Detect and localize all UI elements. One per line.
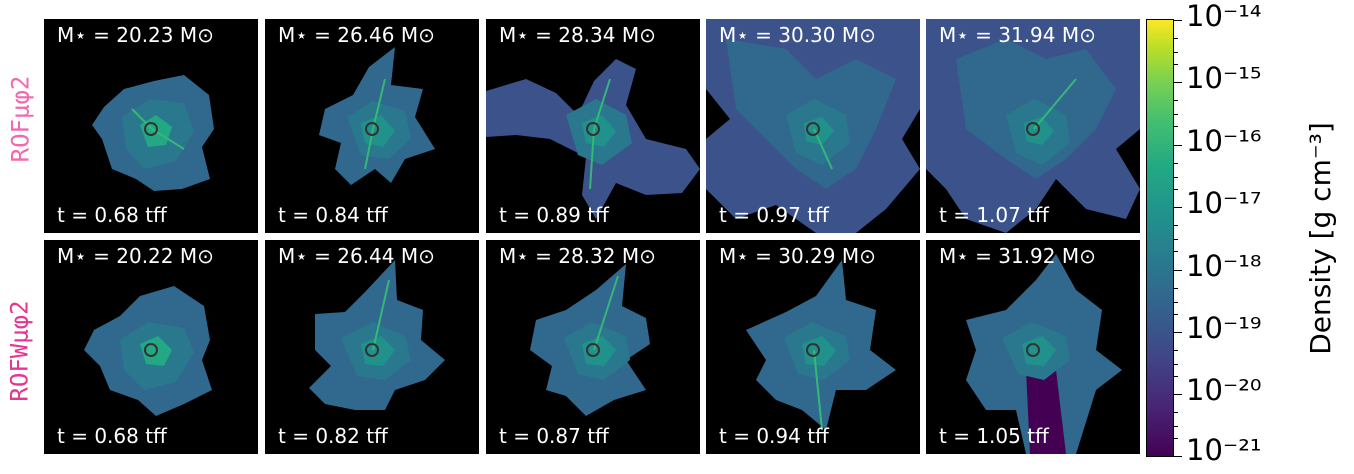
density-map (706, 19, 920, 233)
colorbar-minor-tick (1174, 100, 1178, 101)
colorbar-minor-tick (1174, 64, 1178, 65)
colorbar-minor-tick (1174, 52, 1178, 53)
density-map (746, 260, 896, 431)
density-map (926, 19, 1140, 233)
density-panel: M⋆ = 26.46 M⊙ t = 0.84 tff (265, 19, 479, 233)
colorbar-label-text: Density [g cm⁻³] (1303, 121, 1337, 355)
colorbar-minor-tick (1174, 189, 1178, 190)
colorbar-minor-tick (1174, 38, 1178, 39)
stellar-mass-label: M⋆ = 26.46 M⊙ (278, 23, 435, 47)
colorbar-minor-tick (1174, 288, 1178, 289)
colorbar-minor-tick (1174, 314, 1178, 315)
time-label: t = 0.89 tff (499, 203, 609, 227)
time-label: t = 0.68 tff (57, 424, 167, 448)
colorbar-tick-label: 10⁻¹⁴ (1186, 0, 1262, 33)
stellar-mass-label: M⋆ = 30.29 M⊙ (719, 244, 876, 268)
row-label-text: ROFμφ2 (6, 75, 35, 163)
colorbar-tick-label: 10⁻¹⁵ (1186, 61, 1262, 95)
colorbar-tick-label: 10⁻¹⁶ (1186, 124, 1262, 158)
colorbar-minor-tick (1174, 114, 1178, 115)
row-label-rof: ROFμφ2 (0, 4, 40, 234)
density-panel: M⋆ = 26.44 M⊙ t = 0.82 tff (265, 240, 479, 454)
colorbar-minor-tick (1174, 177, 1178, 178)
colorbar-tick (1174, 82, 1182, 83)
colorbar-tick-label: 10⁻¹⁸ (1186, 249, 1262, 283)
stellar-mass-label: M⋆ = 31.94 M⊙ (939, 23, 1096, 47)
density-colorbar (1146, 19, 1174, 457)
time-label: t = 0.94 tff (719, 424, 829, 448)
colorbar-tick-label: 10⁻¹⁷ (1186, 186, 1262, 220)
density-panel: M⋆ = 30.30 M⊙ t = 0.97 tff (706, 19, 920, 233)
colorbar-minor-tick (1174, 239, 1178, 240)
stellar-mass-label: M⋆ = 28.32 M⊙ (499, 244, 656, 268)
colorbar-tick (1174, 20, 1182, 21)
colorbar-minor-tick (1174, 364, 1178, 365)
density-map (966, 254, 1122, 454)
colorbar-tick (1174, 332, 1182, 333)
colorbar-tick-label: 10⁻¹⁹ (1186, 311, 1262, 345)
time-label: t = 0.87 tff (499, 424, 609, 448)
colorbar-minor-tick (1174, 126, 1178, 127)
time-label: t = 1.05 tff (939, 424, 1049, 448)
time-label: t = 0.84 tff (278, 203, 388, 227)
colorbar-tick-label: 10⁻²¹ (1186, 433, 1262, 467)
stellar-mass-label: M⋆ = 20.23 M⊙ (57, 23, 214, 47)
stellar-mass-label: M⋆ = 26.44 M⊙ (278, 244, 435, 268)
time-label: t = 0.82 tff (278, 424, 388, 448)
time-label: t = 1.07 tff (939, 203, 1049, 227)
density-map (486, 59, 700, 219)
colorbar-minor-tick (1174, 376, 1178, 377)
colorbar-tick (1174, 394, 1182, 395)
colorbar-minor-tick (1174, 412, 1178, 413)
density-panel: M⋆ = 20.22 M⊙ t = 0.68 tff (44, 240, 258, 454)
row-label-text: ROFWμφ2 (6, 300, 34, 402)
stellar-mass-label: M⋆ = 30.30 M⊙ (719, 23, 876, 47)
colorbar-minor-tick (1174, 350, 1178, 351)
density-map (92, 75, 214, 191)
density-map (84, 286, 212, 416)
stellar-mass-label: M⋆ = 31.92 M⊙ (939, 244, 1096, 268)
colorbar-tick (1174, 145, 1182, 146)
colorbar-tick (1174, 270, 1182, 271)
colorbar-tick (1174, 207, 1182, 208)
density-map (530, 264, 650, 416)
colorbar-minor-tick (1174, 426, 1178, 427)
density-panel: M⋆ = 31.92 M⊙ t = 1.05 tff (926, 240, 1140, 454)
colorbar-minor-tick (1174, 251, 1178, 252)
time-label: t = 0.68 tff (57, 203, 167, 227)
colorbar-label: Density [g cm⁻³] (1290, 19, 1350, 457)
density-panel: M⋆ = 30.29 M⊙ t = 0.94 tff (706, 240, 920, 454)
density-map (319, 47, 435, 185)
colorbar-minor-tick (1174, 438, 1178, 439)
colorbar-minor-tick (1174, 302, 1178, 303)
density-panel: M⋆ = 31.94 M⊙ t = 1.07 tff (926, 19, 1140, 233)
stellar-mass-label: M⋆ = 20.22 M⊙ (57, 244, 214, 268)
density-panel: M⋆ = 28.34 M⊙ t = 0.89 tff (486, 19, 700, 233)
colorbar-minor-tick (1174, 225, 1178, 226)
time-label: t = 0.97 tff (719, 203, 829, 227)
colorbar-tick-label: 10⁻²⁰ (1186, 373, 1262, 407)
stellar-mass-label: M⋆ = 28.34 M⊙ (499, 23, 656, 47)
density-map (309, 260, 445, 410)
row-label-rofw: ROFWμφ2 (0, 236, 40, 466)
density-panel: M⋆ = 28.32 M⊙ t = 0.87 tff (486, 240, 700, 454)
colorbar-minor-tick (1174, 163, 1178, 164)
colorbar-tick (1174, 456, 1182, 457)
density-panel: M⋆ = 20.23 M⊙ t = 0.68 tff (44, 19, 258, 233)
